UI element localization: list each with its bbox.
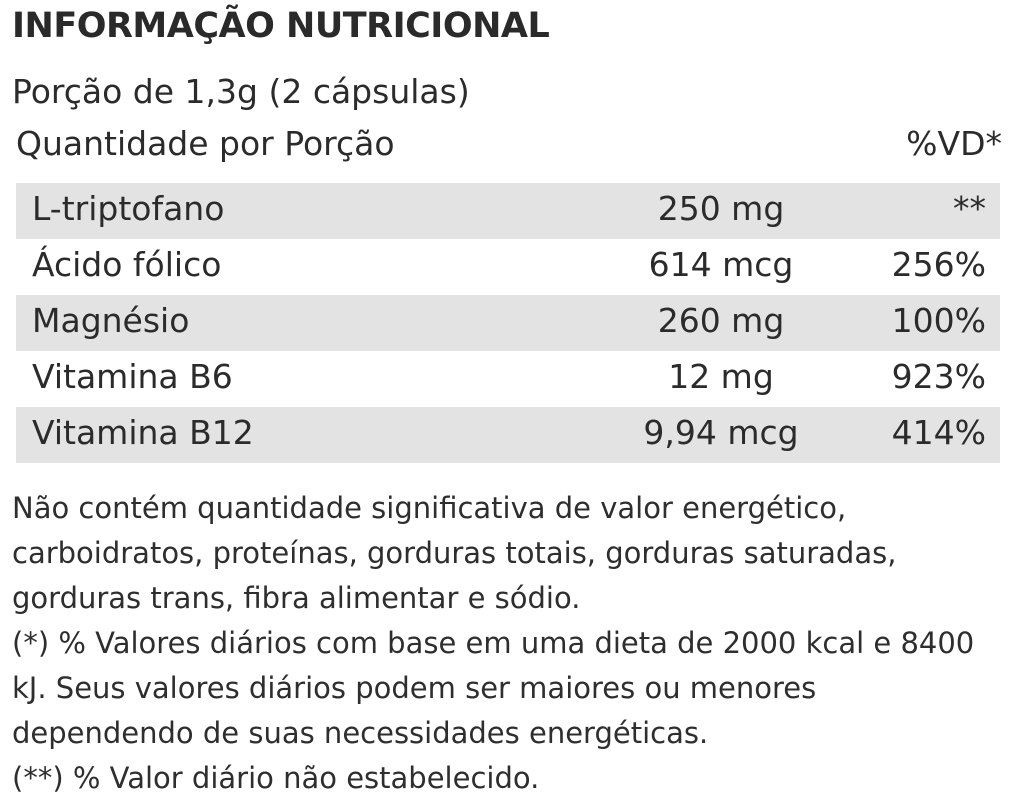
- label-title: INFORMAÇÃO NUTRICIONAL: [12, 6, 550, 46]
- table-row: L-triptofano 250 mg **: [16, 183, 1000, 239]
- nutrient-name: Ácido fólico: [32, 245, 222, 284]
- nutrient-name: Vitamina B12: [32, 413, 254, 452]
- table-row: Vitamina B6 12 mg 923%: [16, 351, 1000, 407]
- footnotes: Não contém quantidade significativa de v…: [12, 486, 1022, 801]
- nutrient-daily-value: **: [953, 189, 986, 228]
- nutrient-table: L-triptofano 250 mg ** Ácido fólico 614 …: [16, 183, 1000, 463]
- nutrient-daily-value: 256%: [891, 245, 986, 284]
- nutrient-amount: 12 mg: [668, 357, 774, 396]
- nutrient-daily-value: 100%: [891, 301, 986, 340]
- nutrient-daily-value: 923%: [891, 357, 986, 396]
- footnote-line: carboidratos, proteínas, gorduras totais…: [12, 536, 897, 570]
- table-row: Vitamina B12 9,94 mcg 414%: [16, 407, 1000, 463]
- nutrient-amount: 260 mg: [657, 301, 785, 340]
- footnote-line: gorduras trans, fibra alimentar e sódio.: [12, 581, 581, 615]
- footnote-line: Não contém quantidade significativa de v…: [12, 491, 847, 525]
- nutrient-name: L-triptofano: [32, 189, 225, 228]
- nutrient-amount: 614 mcg: [648, 245, 794, 284]
- footnote-line: dependendo de suas necessidades energéti…: [12, 716, 709, 750]
- table-row: Ácido fólico 614 mcg 256%: [16, 239, 1000, 295]
- nutrient-amount: 250 mg: [657, 189, 785, 228]
- nutrient-amount: 9,94 mcg: [643, 413, 799, 452]
- table-row: Magnésio 260 mg 100%: [16, 295, 1000, 351]
- nutrient-daily-value: 414%: [891, 413, 986, 452]
- quantity-per-serving-label: Quantidade por Porção: [16, 124, 395, 163]
- nutrient-name: Vitamina B6: [32, 357, 233, 396]
- footnote-line: kJ. Seus valores diários podem ser maior…: [12, 671, 817, 705]
- footnote-line: (*) % Valores diários com base em uma di…: [12, 626, 975, 660]
- nutrient-name: Magnésio: [32, 301, 190, 340]
- quantity-header: Quantidade por Porção %VD*: [16, 124, 1016, 172]
- footnote-line: (**) % Valor diário não estabelecido.: [12, 761, 540, 795]
- serving-size: Porção de 1,3g (2 cápsulas): [12, 72, 470, 111]
- daily-value-header: %VD*: [906, 124, 1002, 163]
